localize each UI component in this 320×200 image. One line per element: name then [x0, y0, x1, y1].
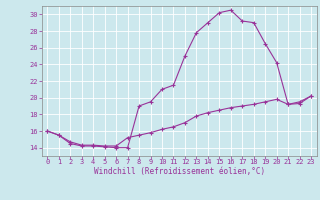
X-axis label: Windchill (Refroidissement éolien,°C): Windchill (Refroidissement éolien,°C) — [94, 167, 265, 176]
